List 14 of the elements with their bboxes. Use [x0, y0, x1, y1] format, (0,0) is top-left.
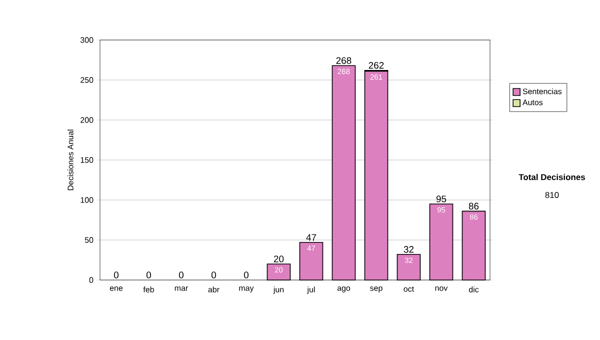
- total-label: 86: [468, 202, 479, 210]
- total-label: 95: [436, 196, 446, 202]
- total-label: 0: [211, 272, 216, 278]
- total-label: 262: [368, 62, 384, 69]
- total-label: 0: [146, 272, 152, 278]
- total-label: 0: [178, 272, 184, 278]
- total-label: 47: [306, 234, 316, 241]
- text: Total Decisiones: [518, 174, 585, 180]
- total-label: 268: [336, 57, 352, 64]
- total-label: 0: [244, 272, 249, 278]
- total-label: 32: [404, 246, 414, 253]
- total-label: 0: [114, 272, 119, 278]
- text: 810: [545, 192, 559, 198]
- total-label: 20: [274, 256, 284, 262]
